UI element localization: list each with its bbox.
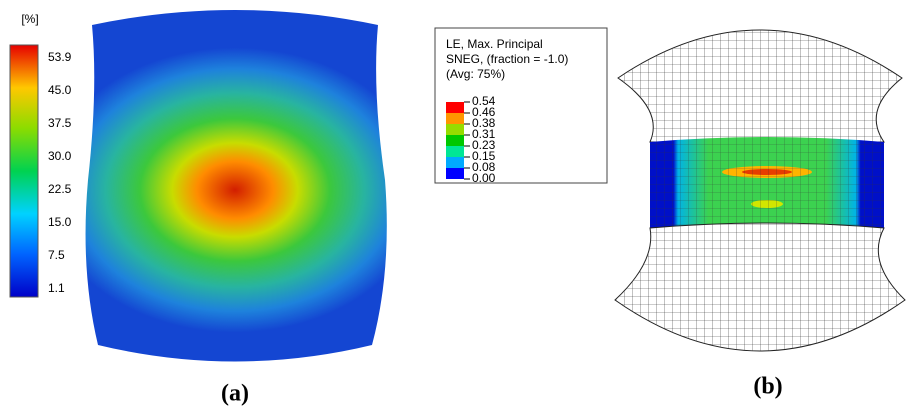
legend-swatch	[446, 146, 464, 157]
mesh-grid	[650, 137, 884, 228]
unit-label: [%]	[21, 12, 38, 26]
colorbar-label: 15.0	[48, 215, 72, 229]
caption: (b)	[753, 374, 782, 400]
strain-field	[85, 10, 387, 362]
legend-label: 0.31	[472, 127, 496, 141]
colorbar-label: 53.9	[48, 50, 72, 64]
legend-label: 0.46	[472, 105, 496, 119]
legend-title: LE, Max. Principal	[446, 37, 543, 51]
legend-swatch	[446, 113, 464, 124]
colorbar-label: 45.0	[48, 83, 72, 97]
legend-swatch	[446, 157, 464, 168]
colorbar-label: 1.1	[48, 281, 65, 295]
mesh-grid	[615, 223, 905, 351]
legend-label: 0.15	[472, 149, 496, 163]
legend-swatch	[446, 102, 464, 113]
legend-label: 0.54	[472, 94, 496, 108]
mesh-grid	[618, 30, 902, 142]
legend-label: 0.38	[472, 116, 496, 130]
colorbar	[9, 44, 39, 298]
legend-swatch	[446, 168, 464, 179]
legend-title: SNEG, (fraction = -1.0)	[446, 52, 568, 66]
colorbar-label: 22.5	[48, 182, 72, 196]
legend-label: 0.23	[472, 138, 496, 152]
colorbar-label: 7.5	[48, 248, 65, 262]
legend-label: 0.00	[472, 171, 496, 185]
legend-title: (Avg: 75%)	[446, 67, 505, 81]
legend-label: 0.08	[472, 160, 496, 174]
legend-swatch	[446, 135, 464, 146]
colorbar-label: 37.5	[48, 116, 72, 130]
caption: (a)	[221, 381, 249, 407]
colorbar-label: 30.0	[48, 149, 72, 163]
legend-swatch	[446, 124, 464, 135]
